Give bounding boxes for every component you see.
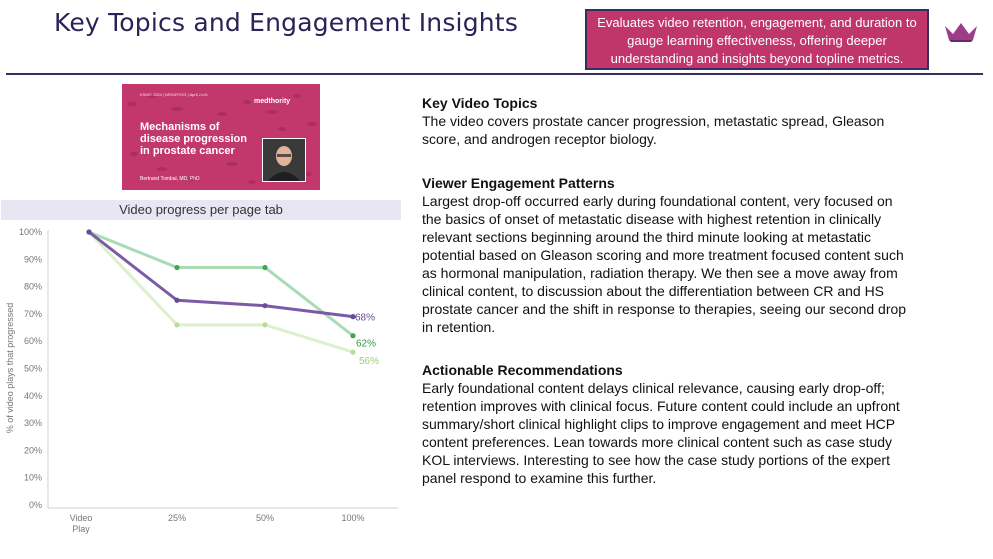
y-tick-label: 60% <box>24 336 42 346</box>
thumbnail-texture <box>122 84 320 190</box>
section-body: The video covers prostate cancer progres… <box>422 113 885 147</box>
y-tick-label: 90% <box>24 254 42 264</box>
x-tick-label: 50% <box>256 513 274 523</box>
series-line <box>88 230 354 337</box>
thumbnail-author: Bertrand Tombal, MD, PhD <box>140 176 200 182</box>
data-point <box>350 349 356 355</box>
section-body: Largest drop-off occurred early during f… <box>422 193 907 335</box>
data-point <box>262 322 268 328</box>
crown-icon <box>945 23 977 42</box>
header-divider <box>6 73 983 75</box>
series-line <box>88 230 354 319</box>
y-tick-label: 0% <box>29 500 42 510</box>
section-body: Early foundational content delays clinic… <box>422 380 900 486</box>
y-tick-label: 30% <box>24 418 42 428</box>
summary-callout: Evaluates video retention, engagement, a… <box>585 9 929 70</box>
section-engagement-patterns: Viewer Engagement Patterns Largest drop-… <box>422 174 912 336</box>
chart-title: Video progress per page tab <box>1 200 401 220</box>
data-label: 56% <box>359 356 379 367</box>
section-recommendations: Actionable Recommendations Early foundat… <box>422 361 912 487</box>
data-point <box>262 264 268 271</box>
y-tick-label: 20% <box>24 445 42 455</box>
x-tick-label: 100% <box>341 513 364 523</box>
speaker-photo <box>262 138 306 182</box>
y-tick-label: 50% <box>24 364 42 374</box>
data-point <box>174 297 180 303</box>
y-tick-label: 100% <box>19 227 42 237</box>
y-tick-label: 70% <box>24 309 42 319</box>
data-point <box>350 333 356 339</box>
y-axis-label: % of video plays that progressed <box>5 303 15 434</box>
data-label: 68% <box>355 313 375 324</box>
y-tick-label: 10% <box>24 473 42 483</box>
series-line <box>87 230 354 354</box>
data-point <box>174 322 180 328</box>
x-tick-label: 25% <box>168 513 186 523</box>
thumbnail-meta: ESMO 2024 | NRG/RTOG | April 2025 <box>140 92 208 97</box>
video-thumbnail[interactable]: ESMO 2024 | NRG/RTOG | April 2025 medtho… <box>122 84 320 190</box>
section-key-topics: Key Video Topics The video covers prosta… <box>422 94 912 148</box>
y-tick-label: 40% <box>24 391 42 401</box>
y-tick-label: 80% <box>24 282 42 292</box>
line-chart: % of video plays that progressed 0% 10% 20… <box>5 227 398 534</box>
data-point <box>262 303 268 309</box>
section-heading: Key Video Topics <box>422 95 538 111</box>
section-heading: Actionable Recommendations <box>422 362 623 378</box>
data-point <box>86 229 92 235</box>
data-point <box>174 264 180 271</box>
page-title: Key Topics and Engagement Insights <box>54 8 519 37</box>
x-tick-label: Video Play <box>70 513 93 534</box>
data-point <box>350 314 356 320</box>
thumbnail-title: Mechanisms of disease progression in pro… <box>140 121 247 157</box>
thumbnail-logo: medthority <box>254 98 291 105</box>
section-heading: Viewer Engagement Patterns <box>422 175 615 191</box>
data-label: 62% <box>356 339 376 350</box>
